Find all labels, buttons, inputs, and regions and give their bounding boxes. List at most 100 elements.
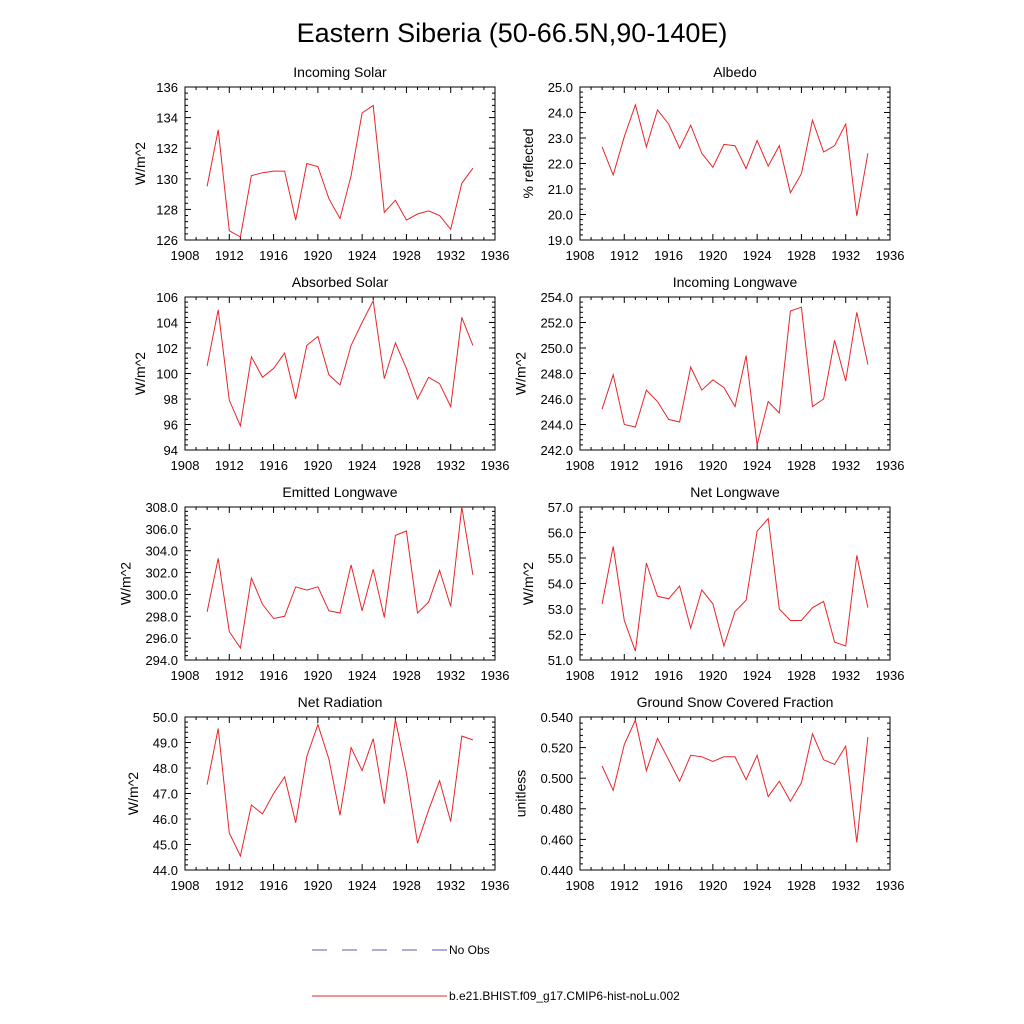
x-tick-label: 1928 [392, 668, 421, 683]
x-tick-label: 1908 [566, 668, 595, 683]
y-tick-label: 46.0 [153, 812, 178, 827]
x-tick-label: 1912 [610, 248, 639, 263]
y-axis-label: W/m^2 [520, 562, 536, 605]
y-tick-label: 45.0 [153, 838, 178, 853]
panel-net-longwave: 1908 1912 1916 1920 1924 1928 1932 1936 51.0 52.0… [520, 484, 905, 683]
panel-emitted-longwave: 1908 1912 1916 1920 1924 1928 1932 1936 294.0 296… [118, 484, 510, 683]
x-tick-label: 1928 [787, 248, 816, 263]
y-axis-label: W/m^2 [118, 562, 134, 605]
panel-title: Ground Snow Covered Fraction [637, 694, 834, 710]
x-tick-label: 1932 [436, 248, 465, 263]
y-tick-label: 52.0 [548, 628, 573, 643]
y-tick-label: 134 [156, 111, 178, 126]
y-axis-label: W/m^2 [125, 772, 141, 815]
x-tick-label: 1932 [436, 878, 465, 893]
y-tick-label: 98 [164, 392, 178, 407]
x-tick-label: 1908 [566, 878, 595, 893]
x-tick-label: 1912 [215, 458, 244, 473]
legend-label-model: b.e21.BHIST.f09_g17.CMIP6-hist-noLu.002 [449, 989, 680, 1003]
y-tick-label: 0.460 [540, 832, 573, 847]
plot-frame [184, 716, 496, 871]
y-tick-label: 44.0 [153, 863, 178, 878]
panel-incoming-solar: 1908 1912 1916 1920 1924 1928 1932 1936 126 128 13… [132, 64, 509, 263]
x-tick-label: 1928 [392, 248, 421, 263]
y-tick-label: 21.0 [548, 182, 573, 197]
y-tick-label: 55.0 [548, 551, 573, 566]
panel-title: Albedo [713, 64, 757, 80]
x-tick-label: 1936 [876, 878, 905, 893]
legend: No Obs b.e21.BHIST.f09_g17.CMIP6-hist-no… [312, 943, 680, 1003]
x-tick-label: 1928 [787, 458, 816, 473]
x-tick-label: 1916 [259, 668, 288, 683]
x-tick-label: 1916 [259, 458, 288, 473]
x-tick-label: 1924 [743, 878, 772, 893]
x-tick-label: 1936 [876, 458, 905, 473]
x-tick-label: 1920 [698, 668, 727, 683]
y-tick-label: 96 [164, 418, 178, 433]
x-tick-label: 1908 [171, 668, 200, 683]
x-tick-label: 1936 [876, 668, 905, 683]
y-tick-label: 57.0 [548, 500, 573, 515]
y-tick-label: 20.0 [548, 208, 573, 223]
x-tick-label: 1932 [436, 458, 465, 473]
plot-frame [184, 296, 496, 451]
series-line [601, 718, 869, 843]
y-tick-label: 242.0 [540, 443, 573, 458]
x-tick-label: 1912 [610, 458, 639, 473]
y-tick-label: 19.0 [548, 233, 573, 248]
panel-title: Absorbed Solar [292, 274, 389, 290]
y-tick-label: 23.0 [548, 131, 573, 146]
panel-title: Net Longwave [690, 484, 780, 500]
x-tick-label: 1912 [215, 878, 244, 893]
panel-net-radiation: 1908 1912 1916 1920 1924 1928 1932 1936 44.0 45.0… [125, 694, 510, 893]
x-tick-label: 1916 [259, 248, 288, 263]
x-tick-label: 1924 [348, 668, 377, 683]
y-tick-label: 0.540 [540, 710, 573, 725]
y-tick-label: 50.0 [153, 710, 178, 725]
series-line [206, 719, 474, 858]
plot-frame [184, 506, 496, 661]
y-tick-label: 0.480 [540, 802, 573, 817]
x-tick-label: 1932 [831, 248, 860, 263]
x-tick-label: 1924 [743, 248, 772, 263]
legend-label-no-obs: No Obs [449, 943, 490, 957]
x-tick-label: 1936 [481, 668, 510, 683]
x-tick-label: 1936 [481, 458, 510, 473]
y-tick-label: 56.0 [548, 526, 573, 541]
series-line [601, 306, 869, 446]
x-tick-label: 1928 [392, 458, 421, 473]
y-tick-label: 298.0 [145, 609, 178, 624]
y-tick-label: 246.0 [540, 392, 573, 407]
y-axis-label: unitless [513, 770, 529, 817]
panels: 1908 1912 1916 1920 1924 1928 1932 1936 126 128 13… [118, 64, 905, 893]
series-line [601, 103, 869, 216]
y-tick-label: 248.0 [540, 367, 573, 382]
y-tick-label: 306.0 [145, 522, 178, 537]
y-tick-label: 22.0 [548, 157, 573, 172]
y-tick-label: 48.0 [153, 761, 178, 776]
y-tick-label: 100 [156, 367, 178, 382]
series-line [206, 506, 474, 650]
y-tick-label: 51.0 [548, 653, 573, 668]
x-tick-label: 1936 [876, 248, 905, 263]
x-tick-label: 1908 [566, 248, 595, 263]
y-tick-label: 136 [156, 80, 178, 95]
y-tick-label: 130 [156, 172, 178, 187]
x-tick-label: 1916 [259, 878, 288, 893]
x-tick-label: 1908 [171, 248, 200, 263]
y-tick-label: 0.440 [540, 863, 573, 878]
y-tick-label: 102 [156, 341, 178, 356]
y-axis-label: W/m^2 [132, 352, 148, 395]
panel-ground-snow-covered-fraction: 1908 1912 1916 1920 1924 1928 1932 1936 0.440 0.4… [513, 694, 905, 893]
y-tick-label: 294.0 [145, 653, 178, 668]
y-tick-label: 128 [156, 202, 178, 217]
y-tick-label: 302.0 [145, 566, 178, 581]
panel-title: Incoming Solar [293, 64, 387, 80]
x-tick-label: 1928 [787, 668, 816, 683]
x-tick-label: 1916 [654, 458, 683, 473]
y-tick-label: 0.500 [540, 771, 573, 786]
y-tick-label: 300.0 [145, 587, 178, 602]
y-tick-label: 54.0 [548, 577, 573, 592]
x-tick-label: 1920 [698, 248, 727, 263]
main-title: Eastern Siberia (50-66.5N,90-140E) [297, 18, 728, 48]
